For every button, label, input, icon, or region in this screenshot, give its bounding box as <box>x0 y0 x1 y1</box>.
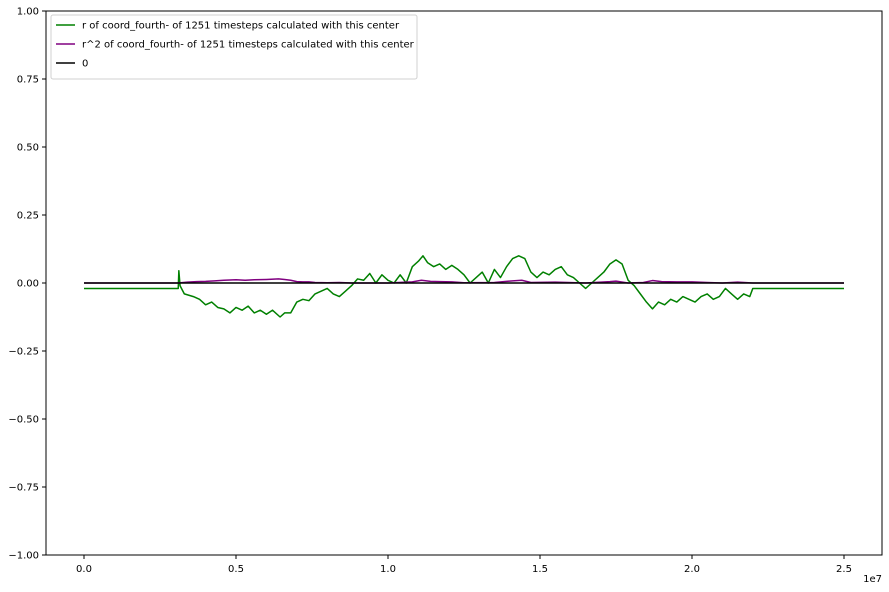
legend-label: 0 <box>82 59 88 70</box>
y-tick-label: −0.75 <box>8 483 39 494</box>
x-tick-label: 1.5 <box>532 564 548 575</box>
series-layer <box>84 255 844 318</box>
y-tick-label: 0.00 <box>17 279 39 290</box>
y-tick-label: −0.25 <box>8 347 39 358</box>
legend-label: r^2 of coord_fourth- of 1251 timesteps c… <box>82 40 415 51</box>
axes-layer: 0.0 0.5 1.0 1.5 2.0 2.5 −1.00 −0.75 −0.50 −0.25 0.… <box>8 7 852 576</box>
x-offset-label: 1e7 <box>863 574 882 585</box>
x-tick-label: 2.5 <box>836 564 852 575</box>
y-tick-label: −1.00 <box>8 551 39 562</box>
x-tick-label: 2.0 <box>684 564 700 575</box>
legend: r of coord_fourth- of 1251 timesteps cal… <box>50 14 418 80</box>
x-tick-label: 0.0 <box>76 564 92 575</box>
plot-frame <box>45 10 883 556</box>
y-tick-label: 0.50 <box>17 143 39 154</box>
legend-label: r of coord_fourth- of 1251 timesteps cal… <box>82 21 400 32</box>
y-tick-label: 0.25 <box>17 211 39 222</box>
x-tick-label: 1.0 <box>380 564 396 575</box>
series-line-2 <box>84 278 844 284</box>
series-line-1 <box>84 255 844 318</box>
x-tick-label: 0.5 <box>228 564 244 575</box>
y-tick-label: 0.75 <box>17 75 39 86</box>
y-tick-label: 1.00 <box>17 7 39 18</box>
legend-box <box>50 14 418 80</box>
y-tick-label: −0.50 <box>8 415 39 426</box>
